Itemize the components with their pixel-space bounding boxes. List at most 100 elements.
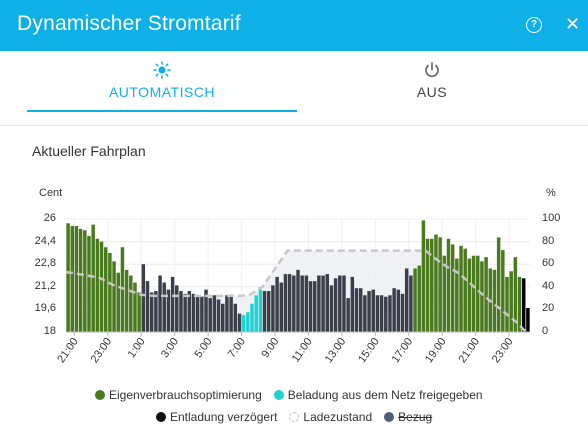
price-bar (74, 226, 79, 332)
price-bar (212, 295, 217, 332)
price-bar (363, 295, 367, 332)
price-bar (200, 296, 204, 332)
price-bar (346, 298, 350, 332)
price-bar (388, 295, 392, 332)
legend-swatch-eigen (95, 389, 105, 400)
legend-netz[interactable]: Beladung aus dem Netz freigegeben (273, 387, 483, 402)
price-bar (154, 291, 158, 332)
y-right-tick-label: 80 (542, 234, 555, 247)
price-bar (275, 276, 279, 332)
price-bar (350, 276, 355, 332)
price-bar (87, 235, 91, 332)
section-title: Aktueller Fahrplan (32, 143, 146, 159)
price-bar (149, 292, 154, 332)
price-bar (317, 275, 321, 332)
price-bar (141, 264, 146, 332)
price-bar (103, 247, 108, 332)
price-bar (312, 281, 317, 332)
price-bar (430, 238, 434, 332)
price-bar (175, 285, 179, 332)
legend-bezug[interactable]: Bezug (384, 410, 432, 424)
legend-entladung[interactable]: Entladung verzögert (156, 410, 277, 424)
price-bar (216, 299, 221, 332)
dialog-title: Dynamischer Stromtarif (17, 12, 241, 35)
price-bar (262, 291, 267, 332)
price-bar (496, 237, 501, 332)
price-bar (258, 289, 263, 332)
price-bar (221, 303, 225, 332)
legend-swatch-entladung (156, 411, 166, 422)
price-bar (367, 291, 371, 332)
y-left-tick-label: 26 (43, 212, 56, 224)
x-tick-label: 23:00 (89, 336, 115, 365)
x-tick-label: 21:00 (456, 336, 482, 365)
sun-icon (153, 61, 171, 79)
price-bar (91, 224, 95, 332)
price-bar (438, 237, 442, 332)
price-bar (413, 268, 417, 332)
close-icon[interactable]: ✕ (565, 14, 581, 34)
price-bar (179, 291, 183, 332)
price-bar (208, 298, 212, 332)
active-tab-indicator (27, 110, 297, 112)
price-bar (505, 276, 509, 332)
price-bar (404, 268, 409, 332)
legend-label: Beladung aus dem Netz freigegeben (287, 387, 483, 402)
x-tick-label: 19:00 (423, 336, 449, 365)
x-tick-label: 9:00 (259, 336, 281, 360)
tab-automatisch[interactable]: AUTOMATISCH (27, 51, 297, 113)
price-bar (70, 226, 75, 332)
price-bar (342, 275, 346, 332)
y-left-tick-label: 19,6 (34, 302, 56, 315)
price-bar (471, 255, 476, 332)
price-bar (66, 223, 70, 332)
price-bar (421, 220, 426, 332)
price-bar (195, 296, 200, 332)
price-bar (158, 275, 162, 332)
price-bar (229, 296, 233, 332)
price-bar (501, 250, 505, 332)
price-bar (354, 288, 359, 332)
price-bar (304, 275, 309, 332)
legend-swatch-ladezustand (289, 411, 300, 422)
price-bar (271, 285, 275, 332)
price-bar (321, 275, 325, 332)
legend-ladezustand[interactable]: Ladezustand (289, 410, 372, 424)
price-bar (300, 275, 304, 332)
question-circle-icon[interactable]: ? (526, 17, 542, 33)
price-bar (513, 257, 518, 332)
y-left-tick-label: 22,8 (34, 257, 56, 270)
x-tick-label: 15:00 (356, 336, 382, 365)
price-bar (476, 255, 480, 332)
price-bar (187, 291, 192, 332)
price-bar (308, 281, 313, 332)
price-bar (108, 252, 112, 332)
price-bar (396, 289, 401, 332)
price-bar (116, 272, 120, 332)
legend-swatch-netz (273, 389, 284, 400)
y-right-tick-label: 20 (542, 302, 555, 315)
price-bar (204, 289, 208, 332)
price-bar (492, 269, 497, 332)
price-bar (78, 228, 83, 332)
y-right-unit: % (546, 187, 556, 199)
price-bar (371, 289, 375, 332)
price-bar (170, 276, 175, 332)
legend-swatch-bezug (384, 411, 395, 422)
legend-label: Entladung verzögert (170, 409, 278, 424)
price-bar (250, 303, 254, 332)
price-bar (129, 275, 133, 332)
legend-label: Ladezustand (303, 409, 373, 424)
legend-eigen[interactable]: Eigenverbrauchsoptimierung (95, 388, 262, 402)
price-bar (124, 269, 129, 332)
legend-label: Eigenverbrauchsoptimierung (109, 387, 262, 402)
y-left-tick-label: 21,2 (34, 279, 56, 292)
price-bar (225, 295, 229, 332)
price-bar (417, 265, 421, 332)
tab-aus[interactable]: AUS (297, 51, 567, 113)
mode-tabs: AUTOMATISCH AUS (0, 51, 588, 126)
price-bar (484, 257, 488, 332)
price-bar (241, 315, 246, 332)
price-bar (392, 288, 396, 332)
